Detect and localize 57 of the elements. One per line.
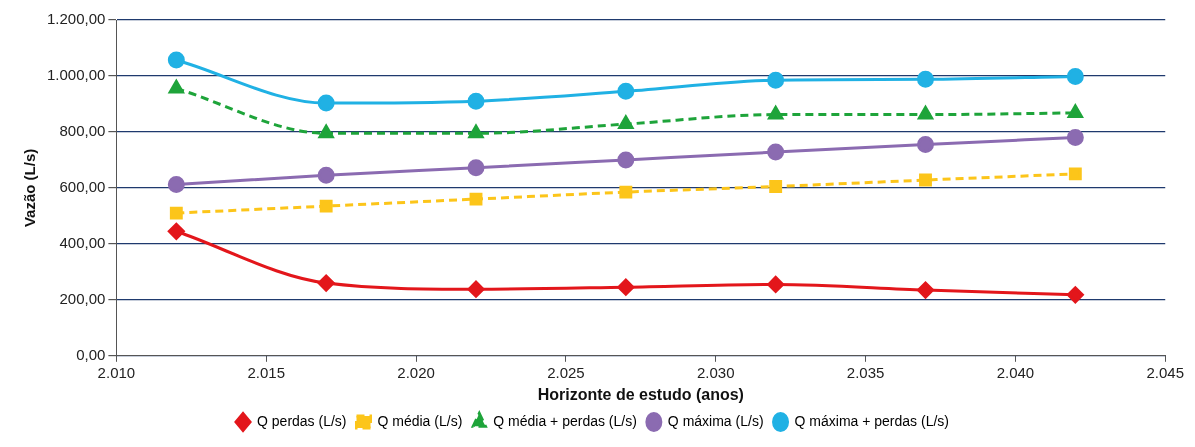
point <box>468 124 484 139</box>
legend-label: Q média (L/s) <box>377 412 463 429</box>
point <box>317 274 335 292</box>
x-tick-label: 2.040 <box>996 363 1035 381</box>
legend-label: Q máxima + perdas (L/s) <box>794 412 949 429</box>
x-tick-label: 2.030 <box>696 363 735 381</box>
point <box>767 71 785 89</box>
point <box>467 92 485 110</box>
y-tick-label: 400,00 <box>59 234 106 252</box>
point <box>1066 68 1084 86</box>
point <box>917 106 934 120</box>
point <box>767 143 785 161</box>
x-tick-label: 2.045 <box>1146 363 1185 381</box>
x-axis-title: Horizonte de estudo (anos) <box>537 385 744 403</box>
point <box>1068 167 1082 181</box>
x-tick-label: 2.025 <box>547 363 585 381</box>
point <box>317 166 335 184</box>
legend-label: Q média + perdas (L/s) <box>493 412 637 429</box>
point <box>917 136 934 154</box>
y-tick-label: 0,00 <box>76 345 106 363</box>
point <box>167 222 185 240</box>
y-tick-label: 600,00 <box>59 178 106 196</box>
point <box>768 106 784 120</box>
point <box>617 151 635 169</box>
point <box>917 281 934 299</box>
point <box>469 192 483 206</box>
point <box>169 206 183 220</box>
y-tick-label: 800,00 <box>59 122 106 140</box>
point <box>317 94 335 112</box>
point <box>318 124 334 139</box>
x-tick-label: 2.015 <box>247 363 285 381</box>
x-tick-label: 2.035 <box>846 363 885 381</box>
x-tick-label: 2.010 <box>97 363 136 381</box>
point <box>618 115 634 130</box>
point <box>617 82 635 100</box>
x-tick-label: 2.020 <box>397 363 435 381</box>
point <box>467 280 485 298</box>
point <box>917 70 934 88</box>
y-axis-title: Vazão (L/s) <box>21 148 39 228</box>
point <box>1067 104 1083 118</box>
point <box>1066 129 1084 147</box>
point <box>467 159 485 177</box>
point <box>769 180 783 193</box>
point <box>167 51 185 69</box>
point <box>319 199 333 213</box>
point <box>167 176 185 194</box>
legend-label: Q máxima (L/s) <box>667 412 764 429</box>
point <box>1066 286 1084 304</box>
y-tick-label: 200,00 <box>59 289 106 307</box>
point <box>619 185 633 199</box>
point <box>919 173 932 187</box>
legend-label: Q perdas (L/s) <box>257 412 347 429</box>
y-tick-label: 1.000,00 <box>47 66 106 84</box>
point <box>168 80 184 94</box>
point <box>617 278 635 296</box>
point <box>767 275 785 293</box>
y-tick-label: 1.200,00 <box>47 10 106 28</box>
